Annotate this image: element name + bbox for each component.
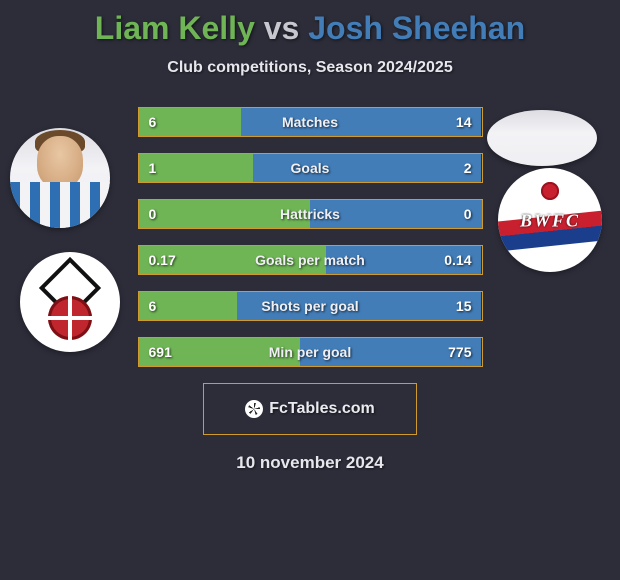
- stat-value-right: 14: [456, 114, 472, 130]
- stat-value-right: 2: [464, 160, 472, 176]
- subtitle: Club competitions, Season 2024/2025: [0, 59, 620, 77]
- stat-row: 691 775 Min per goal: [138, 337, 483, 367]
- stat-bar-right: [253, 154, 482, 182]
- stat-row: 0.17 0.14 Goals per match: [138, 245, 483, 275]
- stat-bar-right: [241, 108, 481, 136]
- stat-value-right: 0.14: [444, 252, 471, 268]
- stat-value-right: 775: [448, 344, 471, 360]
- player2-club-logo: BWFC: [498, 168, 602, 272]
- player2-photo: [487, 110, 597, 166]
- stat-value-right: 0: [464, 206, 472, 222]
- football-icon: [245, 400, 263, 418]
- brand-text: FcTables.com: [269, 400, 375, 418]
- stat-value-left: 6: [149, 114, 157, 130]
- stat-row: 1 2 Goals: [138, 153, 483, 183]
- player1-jersey-stripes: [10, 182, 110, 228]
- stat-row: 6 14 Matches: [138, 107, 483, 137]
- crest-ball-icon: [48, 296, 92, 340]
- stat-label: Hattricks: [280, 206, 340, 222]
- stat-row: 6 15 Shots per goal: [138, 291, 483, 321]
- stat-label: Goals per match: [255, 252, 365, 268]
- stat-value-left: 0.17: [149, 252, 176, 268]
- rotherham-crest: [20, 252, 120, 352]
- crest-rose-icon: [541, 182, 559, 200]
- player2-name: Josh Sheehan: [308, 10, 525, 46]
- stat-label: Matches: [282, 114, 338, 130]
- stat-label: Shots per goal: [261, 298, 358, 314]
- date-line: 10 november 2024: [0, 453, 620, 473]
- stat-row: 0 0 Hattricks: [138, 199, 483, 229]
- bolton-crest: BWFC: [498, 168, 602, 272]
- stat-value-left: 1: [149, 160, 157, 176]
- brand-bar: FcTables.com: [203, 383, 417, 435]
- stat-value-left: 691: [149, 344, 172, 360]
- stat-label: Goals: [291, 160, 330, 176]
- stat-label: Min per goal: [269, 344, 351, 360]
- vs-text: vs: [264, 10, 300, 46]
- player1-head-shape: [37, 136, 83, 188]
- player1-name: Liam Kelly: [95, 10, 255, 46]
- player1-club-logo: [20, 252, 120, 352]
- stat-value-left: 0: [149, 206, 157, 222]
- stat-value-left: 6: [149, 298, 157, 314]
- stat-value-right: 15: [456, 298, 472, 314]
- crest-text: BWFC: [520, 210, 580, 231]
- comparison-title: Liam Kelly vs Josh Sheehan: [0, 0, 620, 47]
- player1-photo: [10, 128, 110, 228]
